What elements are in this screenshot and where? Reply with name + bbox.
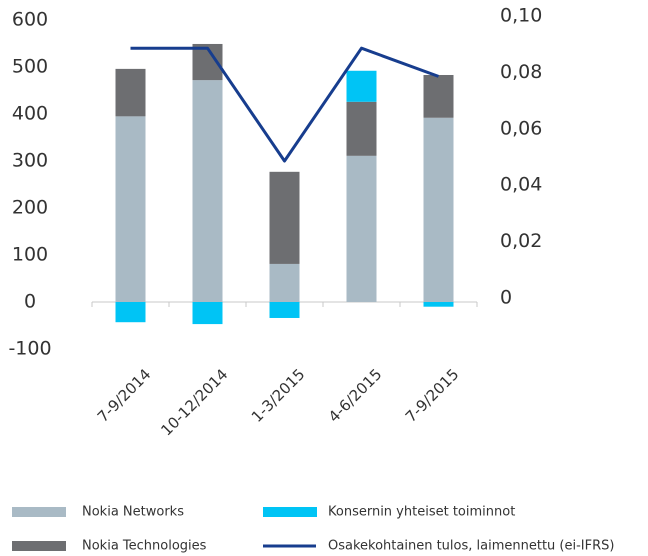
y-tick-label: 600 bbox=[12, 9, 48, 31]
bar bbox=[115, 68, 146, 117]
x-tick-label: 7-9/2015 bbox=[402, 365, 463, 426]
bar bbox=[423, 74, 454, 118]
y-tick-label: 500 bbox=[12, 56, 48, 78]
bar bbox=[115, 116, 146, 302]
bar bbox=[346, 70, 377, 102]
y2-tick-label: 0,10 bbox=[500, 5, 542, 27]
y2-tick-label: 0,08 bbox=[500, 61, 542, 83]
y2-tick-label: 0 bbox=[500, 286, 512, 308]
y-tick-label: -100 bbox=[8, 338, 51, 360]
legend-label: Osakekohtainen tulos, laimennettu (ei-IF… bbox=[328, 539, 614, 554]
y2-tick-label: 0,06 bbox=[500, 117, 542, 139]
y-tick-label: 400 bbox=[12, 103, 48, 125]
x-tick-label: 10-12/2014 bbox=[157, 365, 231, 439]
bar bbox=[346, 155, 377, 302]
y2-tick-label: 0,04 bbox=[500, 174, 542, 196]
bar bbox=[346, 101, 377, 156]
bar bbox=[423, 117, 454, 302]
legend-label: Nokia Networks bbox=[82, 505, 184, 520]
x-tick-label: 4-6/2015 bbox=[325, 365, 386, 426]
legend-label: Konsernin yhteiset toiminnot bbox=[328, 505, 515, 520]
bar bbox=[192, 80, 223, 302]
legend-label: Nokia Technologies bbox=[82, 539, 207, 554]
x-tick-label: 7-9/2014 bbox=[94, 365, 155, 426]
legend-swatch bbox=[12, 541, 66, 551]
bar bbox=[269, 263, 300, 302]
y2-tick-label: 0,02 bbox=[500, 230, 542, 252]
legend-swatch bbox=[12, 507, 66, 517]
x-tick-label: 1-3/2015 bbox=[248, 365, 309, 426]
line bbox=[130, 46, 440, 163]
bar bbox=[269, 302, 300, 318]
bar bbox=[115, 302, 146, 323]
y-tick-label: 0 bbox=[24, 291, 36, 313]
legend-swatch bbox=[263, 507, 317, 517]
bar bbox=[423, 302, 454, 307]
bar bbox=[269, 171, 300, 264]
y-tick-label: 100 bbox=[12, 244, 48, 266]
bar bbox=[192, 302, 223, 325]
y-tick-label: 300 bbox=[12, 150, 48, 172]
y-tick-label: 200 bbox=[12, 197, 48, 219]
